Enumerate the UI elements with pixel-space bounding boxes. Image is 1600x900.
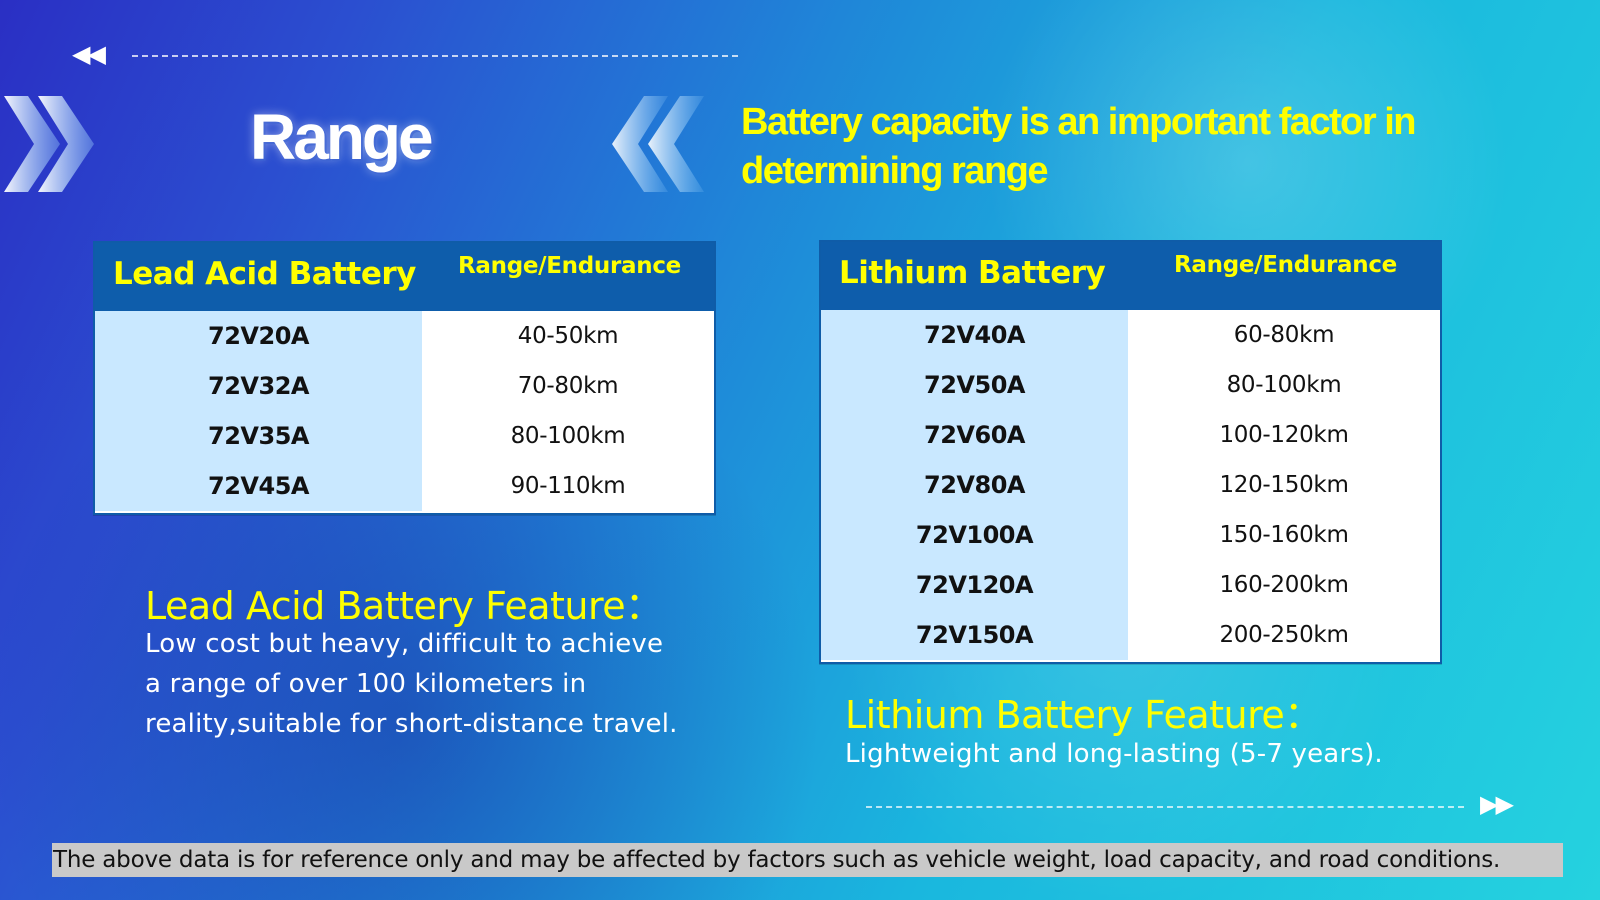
range-cell: 90-110km xyxy=(422,461,714,511)
range-cell: 200-250km xyxy=(1128,610,1440,660)
lead-acid-table-header: Lead Acid Battery Range/Endurance xyxy=(95,243,714,311)
table-row: 72V120A 160-200km xyxy=(821,560,1440,610)
range-cell: 150-160km xyxy=(1128,510,1440,560)
lithium-table-title: Lithium Battery xyxy=(839,255,1106,291)
model-cell: 72V60A xyxy=(821,410,1128,460)
lead-acid-table-title: Lead Acid Battery xyxy=(113,256,416,292)
range-cell: 80-100km xyxy=(1128,360,1440,410)
table-row: 72V40A 60-80km xyxy=(821,310,1440,360)
model-cell: 72V32A xyxy=(95,361,422,411)
double-chevron-right-icon xyxy=(4,96,94,192)
range-cell: 100-120km xyxy=(1128,410,1440,460)
table-row: 72V150A 200-250km xyxy=(821,610,1440,660)
range-cell: 60-80km xyxy=(1128,310,1440,360)
rewind-icon: ◀◀ xyxy=(72,40,106,68)
model-cell: 72V120A xyxy=(821,560,1128,610)
lead-acid-feature-text: Low cost but heavy, difficult to achieve… xyxy=(145,629,678,739)
fast-forward-icon: ▶▶ xyxy=(1480,790,1514,818)
table-row: 72V60A 100-120km xyxy=(821,410,1440,460)
lead-acid-table: Lead Acid Battery Range/Endurance 72V20A… xyxy=(93,241,716,515)
model-cell: 72V35A xyxy=(95,411,422,461)
lithium-feature-title: Lithium Battery Feature： xyxy=(845,693,1322,737)
range-cell: 70-80km xyxy=(422,361,714,411)
table-row: 72V100A 150-160km xyxy=(821,510,1440,560)
lithium-feature-text: Lightweight and long-lasting (5-7 years)… xyxy=(845,739,1383,769)
page-title: Range xyxy=(250,101,434,173)
model-cell: 72V150A xyxy=(821,610,1128,660)
top-dashed-divider xyxy=(132,55,738,57)
model-cell: 72V50A xyxy=(821,360,1128,410)
double-chevron-left-icon xyxy=(612,96,704,192)
table-row: 72V35A 80-100km xyxy=(95,411,714,461)
model-cell: 72V40A xyxy=(821,310,1128,360)
table-row: 72V45A 90-110km xyxy=(95,461,714,511)
lead-acid-range-header: Range/Endurance xyxy=(458,253,681,279)
table-row: 72V50A 80-100km xyxy=(821,360,1440,410)
headline-text: Battery capacity is an important factor … xyxy=(741,101,1416,192)
table-row: 72V20A 40-50km xyxy=(95,311,714,361)
range-cell: 120-150km xyxy=(1128,460,1440,510)
model-cell: 72V100A xyxy=(821,510,1128,560)
bottom-dashed-divider xyxy=(866,806,1464,808)
model-cell: 72V45A xyxy=(95,461,422,511)
lead-acid-table-body: 72V20A 40-50km 72V32A 70-80km 72V35A 80-… xyxy=(95,311,714,511)
table-row: 72V80A 120-150km xyxy=(821,460,1440,510)
model-cell: 72V80A xyxy=(821,460,1128,510)
table-row: 72V32A 70-80km xyxy=(95,361,714,411)
model-cell: 72V20A xyxy=(95,311,422,361)
lithium-table-body: 72V40A 60-80km 72V50A 80-100km 72V60A 10… xyxy=(821,310,1440,660)
range-cell: 160-200km xyxy=(1128,560,1440,610)
lithium-range-header: Range/Endurance xyxy=(1174,252,1397,278)
range-cell: 80-100km xyxy=(422,411,714,461)
range-cell: 40-50km xyxy=(422,311,714,361)
lithium-table: Lithium Battery Range/Endurance 72V40A 6… xyxy=(819,240,1442,664)
lithium-table-header: Lithium Battery Range/Endurance xyxy=(821,242,1440,310)
lead-acid-feature-title: Lead Acid Battery Feature： xyxy=(145,584,663,628)
footer-note: The above data is for reference only and… xyxy=(52,843,1563,877)
